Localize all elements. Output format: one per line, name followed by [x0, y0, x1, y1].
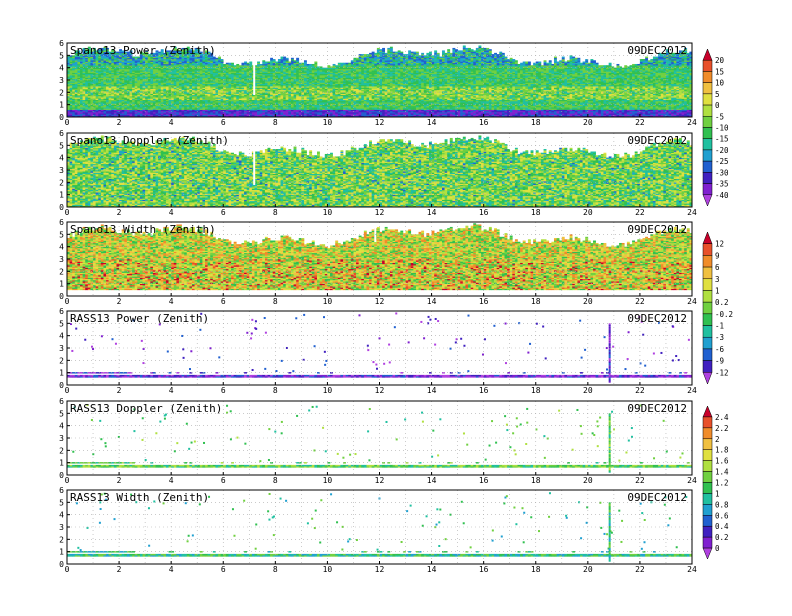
data-cell — [223, 64, 226, 66]
data-cell — [268, 62, 271, 64]
data-cell — [262, 60, 265, 62]
data-cell — [301, 63, 304, 65]
data-cell — [228, 63, 231, 65]
data-cell — [288, 62, 291, 64]
data-cell — [294, 60, 297, 62]
data-cell — [312, 64, 315, 66]
data-cell — [270, 58, 273, 60]
data-cell — [226, 63, 229, 65]
data-cell — [307, 64, 310, 66]
data-cell — [275, 62, 278, 64]
data-cell — [231, 63, 234, 65]
data-cell — [320, 66, 323, 68]
data-cell — [309, 64, 312, 66]
data-cell — [234, 65, 237, 67]
data-cell — [241, 63, 244, 65]
data-cell — [286, 58, 289, 60]
data-cell — [283, 57, 286, 59]
data-cell — [291, 58, 294, 60]
data-cell — [314, 62, 317, 64]
data-cell — [257, 62, 260, 64]
data-cell — [244, 62, 247, 64]
data-cell — [215, 58, 218, 60]
data-cell — [260, 64, 263, 66]
data-cell — [239, 65, 242, 67]
data-cell — [249, 62, 252, 64]
data-cell — [296, 58, 299, 60]
data-cell — [304, 60, 307, 62]
data-cell — [218, 57, 221, 59]
data-cell — [265, 62, 268, 64]
data-cell — [278, 59, 281, 61]
data-cell — [281, 57, 284, 59]
data-cell — [236, 64, 239, 66]
